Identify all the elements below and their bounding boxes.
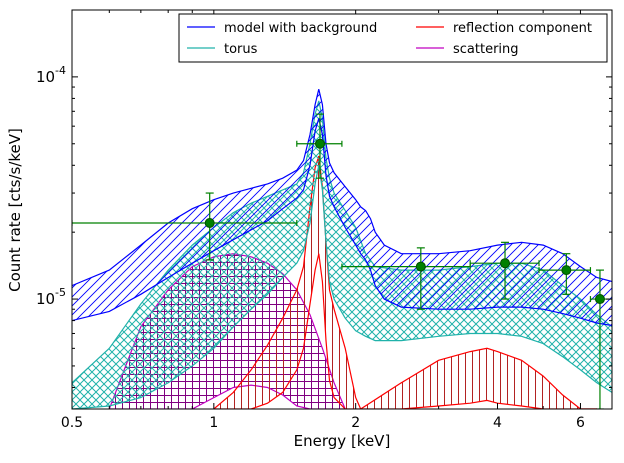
- data-point-marker: [415, 261, 426, 272]
- x-axis-label: Energy [keV]: [294, 432, 391, 450]
- y-tick-label: 10-4: [36, 64, 66, 86]
- plot-area: [72, 89, 612, 409]
- data-point-marker: [561, 265, 572, 276]
- x-tick-label: 0.5: [61, 415, 83, 431]
- band-lower-model: [72, 118, 612, 327]
- x-tick-label: 1: [209, 415, 218, 431]
- band-upper-reflection: [213, 155, 597, 409]
- band-fill-torus: [72, 100, 612, 409]
- data-point-5: [538, 253, 592, 295]
- data-point-marker: [204, 217, 215, 228]
- axes-ticks: 0.5 1 2 4 6 10-5 10-4: [36, 9, 613, 431]
- band-lower-torus: [72, 165, 612, 409]
- legend-label-scattering: scattering: [453, 42, 519, 57]
- x-tick-label: 2: [351, 415, 360, 431]
- legend: model with background reflection compone…: [178, 13, 608, 63]
- data-point-marker: [500, 258, 511, 269]
- band-fill-model: [72, 89, 612, 326]
- y-tick-label: 10-5: [36, 286, 66, 308]
- plot-frame: [71, 9, 613, 410]
- data-point-4: [469, 241, 540, 300]
- legend-label-torus: torus: [224, 42, 258, 57]
- data-point-2: [296, 113, 343, 179]
- legend-frame: [178, 13, 608, 63]
- band-lower-reflection: [213, 253, 597, 409]
- data-point-marker: [314, 138, 325, 149]
- x-tick-label: 4: [493, 415, 502, 431]
- legend-label-model: model with background: [224, 21, 377, 36]
- band-upper-model: [72, 89, 612, 287]
- data-point-marker: [594, 294, 605, 305]
- data-point-3: [341, 247, 471, 310]
- data-point-6: [589, 269, 612, 409]
- data-point-1: [72, 192, 298, 261]
- y-axis-label: Count rate [cts/s/keV]: [6, 128, 24, 292]
- data-points: [72, 113, 612, 409]
- legend-label-reflection: reflection component: [453, 21, 592, 36]
- x-tick-label: 6: [576, 415, 585, 431]
